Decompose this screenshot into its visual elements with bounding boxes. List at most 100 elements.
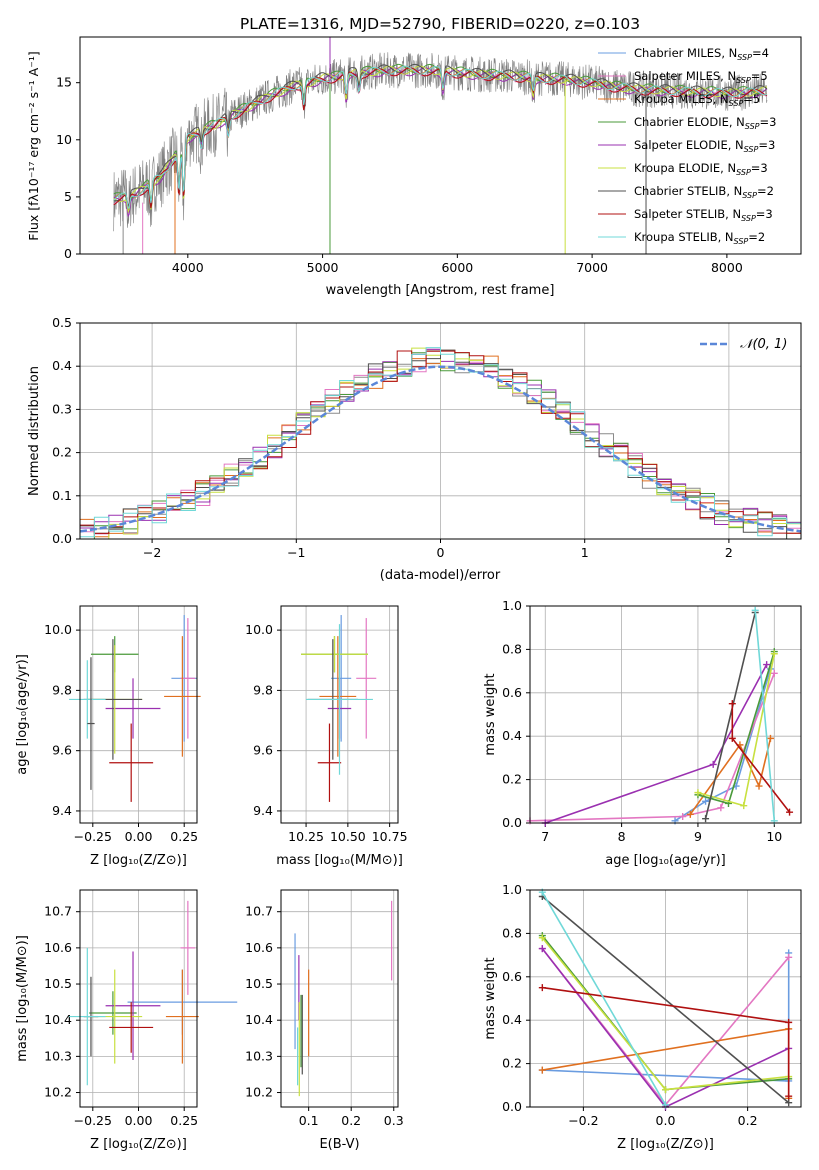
ytick-label: 10.5 (44, 976, 72, 991)
weight-line (704, 612, 756, 819)
histogram-ytick-label: 0.3 (52, 401, 72, 416)
xlabel: Z [log₁₀(Z/Z⊙)] (90, 1137, 187, 1152)
legend-label-tail: =2 (748, 230, 765, 244)
ytick-label: 10.3 (245, 1048, 273, 1063)
weight-marker (538, 1066, 546, 1074)
legend-label-sub: SSP (741, 214, 756, 223)
ytick-label: 10.2 (44, 1085, 72, 1100)
spectrum-model-line (113, 65, 768, 210)
weight-marker (785, 1092, 793, 1100)
legend-label: Salpeter ELODIE, NSSP=3 (634, 138, 775, 154)
legend-label-main: Chabrier STELIB, N (634, 184, 742, 198)
ylabel: mass weight (483, 673, 498, 755)
legend-label: Kroupa STELIB, NSSP=2 (634, 230, 765, 246)
ytick-label: 10.0 (245, 622, 273, 637)
xtick-label: −0.2 (568, 1113, 598, 1128)
spectrum-ytick-label: 5 (64, 189, 72, 204)
errorbar-point (69, 947, 106, 1086)
xtick-label: 7 (541, 829, 549, 844)
legend-label: Chabrier STELIB, NSSP=2 (634, 184, 774, 200)
histogram-ytick-label: 0.5 (52, 315, 72, 330)
ytick-label: 0.4 (502, 728, 522, 743)
xtick-label: 0.0 (656, 1113, 676, 1128)
ytick-label: 0.2 (502, 1056, 522, 1071)
xtick-label: 0.00 (125, 1113, 153, 1128)
errorbar-point (87, 657, 95, 790)
ytick-label: 9.8 (52, 682, 72, 697)
errorbar-point (69, 660, 106, 739)
histogram-ytick-label: 0.0 (52, 531, 72, 546)
legend-label-sub: SSP (745, 122, 760, 131)
xlabel: Z [log₁₀(Z/Z⊙)] (90, 853, 187, 868)
ytick-label: 10.4 (245, 1012, 273, 1027)
gauss-curve (79, 365, 802, 533)
legend-label-main: Chabrier MILES, N (634, 46, 737, 60)
weight-marker (662, 1086, 669, 1094)
errorbar-point (164, 636, 201, 757)
axes-frame (529, 889, 802, 1108)
ytick-label: 0.0 (502, 1099, 522, 1114)
axes-frame (79, 605, 198, 824)
spectrum-ytick-label: 0 (64, 246, 72, 261)
legend-label-sub: SSP (744, 145, 759, 154)
spectrum-model-line (113, 65, 768, 214)
ylabel: mass weight (483, 957, 498, 1039)
ytick-label: 10.6 (245, 940, 273, 955)
weight-marker (740, 802, 748, 810)
weight-marker (770, 669, 778, 677)
axes-frame (79, 889, 198, 1108)
legend-label-sub: SSP (736, 168, 751, 177)
ytick-label: 0.0 (502, 815, 522, 830)
mass-weight-vs-age-panel: 7 8 9 10 0.0 0.2 0.4 0.6 0.8 1.0 age [log₁₀(age/yr… (483, 598, 802, 868)
histogram-xtick-label: −2 (143, 545, 161, 560)
mass-weight-vs-Z-panel: −0.2 0.0 0.2 0.0 0.2 0.4 0.6 0.8 1.0 Z [log₁₀(Z/Z… (483, 882, 802, 1152)
ytick-label: 10.6 (44, 940, 72, 955)
legend-label-sub: SSP (737, 53, 752, 62)
legend-label: Kroupa ELODIE, NSSP=3 (634, 161, 768, 177)
weight-marker (702, 815, 710, 823)
ylabel: mass [log₁₀(M/M⊙)] (15, 935, 30, 1062)
spectrum-xlabel: wavelength [Angstrom, rest frame] (326, 283, 555, 298)
spectrum-ylabel: Flux [fλ10⁻¹⁷ erg cm⁻² s⁻¹ A⁻¹] (26, 51, 41, 240)
weight-marker (785, 1018, 793, 1026)
gauss-legend-label: 𝒩(0, 1) (740, 337, 787, 352)
xtick-label: 0.2 (738, 1113, 758, 1128)
weight-line (541, 891, 667, 1106)
ytick-label: 1.0 (502, 598, 522, 613)
xlabel: mass [log₁₀(M/M⊙)] (276, 853, 403, 868)
histogram-step-line (80, 347, 801, 538)
mass-vs-Z-panel: −0.25 0.00 0.25 10.2 10.3 10.4 10.5 10.6 10.7 Z [… (15, 889, 238, 1152)
spectrum-panel: 4000 5000 6000 7000 8000 0 5 10 15 Chabrier MILE… (26, 36, 802, 298)
weight-line (754, 610, 776, 821)
errorbar-point (165, 969, 199, 1064)
histogram-ytick-label: 0.1 (52, 488, 72, 503)
legend-label-main: Salpeter ELODIE, N (634, 138, 744, 152)
xtick-label: 0.3 (384, 1113, 404, 1128)
legend-label-main: Kroupa ELODIE, N (634, 161, 736, 175)
xlabel: E(B-V) (319, 1137, 359, 1152)
residual-histograms (79, 347, 802, 540)
spectrum-xtick-label: 4000 (172, 260, 204, 275)
legend-label: Kroupa MILES, NSSP=5 (634, 92, 760, 108)
errorbar-point (180, 618, 196, 739)
ytick-label: 0.8 (502, 641, 522, 656)
spectrum-xtick-label: 6000 (441, 260, 473, 275)
xtick-label: 0.2 (341, 1113, 361, 1128)
xtick-label: 0.00 (125, 829, 153, 844)
weight-marker (717, 804, 725, 812)
histogram-step-line (80, 347, 801, 540)
ytick-label: 10.3 (44, 1048, 72, 1063)
legend-label: Chabrier ELODIE, NSSP=3 (634, 115, 776, 131)
ytick-label: 0.6 (502, 969, 522, 984)
ytick-label: 1.0 (502, 882, 522, 897)
spectrum-xtick-label: 7000 (576, 260, 608, 275)
spectrum-lines (113, 37, 768, 254)
ytick-label: 10.7 (245, 904, 273, 919)
legend-label-main: Kroupa MILES, N (634, 92, 729, 106)
xtick-label: 10 (766, 829, 782, 844)
legend-label-tail: =2 (757, 184, 774, 198)
weight-marker (686, 810, 694, 818)
ytick-label: 9.6 (52, 743, 72, 758)
legend-label: Salpeter MILES, NSSP=5 (634, 69, 768, 85)
gauss-legend: 𝒩(0, 1) (700, 337, 787, 352)
